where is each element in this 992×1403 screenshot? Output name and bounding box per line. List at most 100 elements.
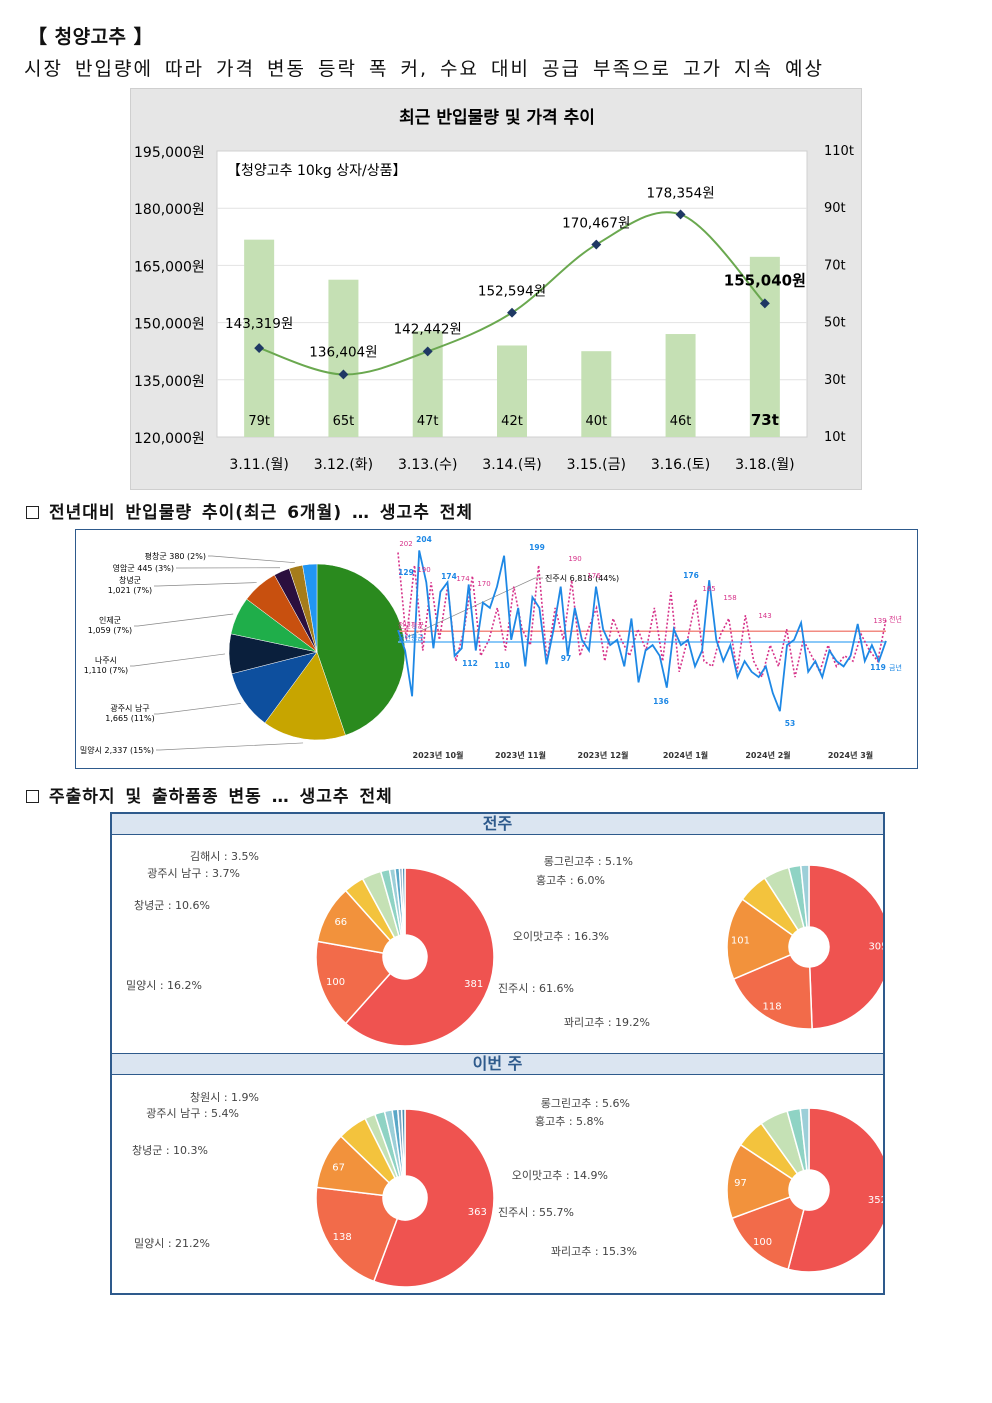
this-year-point-label: 97: [561, 654, 571, 663]
band-this-week: 이번 주: [112, 1053, 883, 1075]
last-year-point-label: 143: [758, 612, 771, 620]
this-year-point-label: 199: [529, 543, 545, 552]
slice-value-label: 66: [334, 917, 347, 928]
volume-bar: [497, 345, 527, 437]
volume-label: 47t: [417, 414, 439, 429]
slice-name-label: 오이맛고추 : 16.3%: [513, 930, 609, 943]
category-label: 3.16.(토): [651, 457, 710, 473]
leader-line: [208, 555, 295, 564]
volume-bar: [749, 256, 780, 437]
shipping-origin-panel: 전주 이번 주 381 100 66 진주시 : 61.6% 밀양시 : 16.2% 창녕…: [110, 812, 885, 1295]
right-tick-label: 10t: [824, 430, 846, 445]
left-tick-label: 120,000원: [134, 431, 205, 447]
left-tick-label: 165,000원: [134, 259, 205, 275]
pie-label: 진주시 6,818 (44%): [545, 573, 619, 583]
slice-value-label: 363: [468, 1207, 487, 1218]
price-label: 155,040원: [724, 271, 806, 289]
volume-bar: [244, 239, 275, 437]
volume-label: 65t: [333, 414, 355, 429]
volume-label: 79t: [248, 414, 270, 429]
this-year-point-label: 174: [441, 572, 457, 581]
volume-trend-svg: 진주시 6,818 (44%) 밀양시 2,337 (15%) 광주시 남구 1,66…: [80, 535, 902, 760]
pie-label: 인제군 1,059 (7%): [88, 615, 132, 635]
slice-value-label: 67: [332, 1162, 345, 1173]
slice-value-label: 101: [731, 935, 750, 946]
price-volume-chart: 최근 반입물량 및 가격 추이 【청양고추 10kg 상자/상품】 195,000원…: [130, 88, 862, 490]
shipping-pie-3-slice: [315, 1186, 399, 1283]
origin-pie-slice: [316, 563, 406, 736]
slice-name-label: 진주시 : 61.6%: [498, 982, 574, 995]
slice-name-label: 꽈리고추 : 15.3%: [551, 1245, 637, 1258]
slice-value-label: 352: [868, 1195, 883, 1206]
page-heading: 【 청양고추 】: [28, 26, 154, 48]
shipping-pie-2-slice: [732, 953, 813, 1030]
section2-title-text: 주출하지 및 출하품종 변동 … 생고추 전체: [49, 787, 393, 807]
category-label: 3.13.(수): [398, 457, 457, 473]
price-label: 142,442원: [394, 321, 462, 337]
pie-label: 밀양시 2,337 (15%): [80, 746, 154, 755]
this-year-point-label: 119: [870, 663, 886, 672]
shipping-pies-svg: 381 100 66 진주시 : 61.6% 밀양시 : 16.2% 창녕군 : 10.6…: [126, 849, 883, 1288]
pie-label: 영암군 445 (3%): [113, 563, 174, 573]
x-axis-label: 2023년 11월: [495, 750, 546, 760]
avg-label: 금년평균: [398, 633, 424, 642]
leader-line: [134, 613, 234, 627]
slice-value-label: 97: [734, 1178, 747, 1189]
price-label: 136,404원: [309, 344, 377, 360]
slice-name-label: 오이맛고추 : 14.9%: [512, 1169, 608, 1182]
price-label: 143,319원: [225, 316, 293, 332]
last-year-point-label: 139: [873, 617, 886, 625]
right-tick-label: 70t: [824, 258, 846, 273]
slice-name-label: 김해시 : 3.5%: [190, 849, 259, 863]
volume-trend-panel: 진주시 6,818 (44%) 밀양시 2,337 (15%) 광주시 남구 1,66…: [75, 529, 918, 769]
left-tick-label: 135,000원: [134, 374, 205, 390]
right-tick-label: 50t: [824, 316, 846, 331]
slice-name-label: 롱그린고추 : 5.1%: [544, 855, 633, 868]
pie-label: 나주시 1,110 (7%): [84, 656, 128, 675]
pie-label: 광주시 남구 1,665 (11%): [105, 703, 154, 723]
chart-subtitle: 【청양고추 10kg 상자/상품】: [227, 163, 406, 179]
last-year-point-label: 176: [587, 572, 601, 580]
this-year-point-label: 129: [398, 568, 414, 577]
slice-name-label: 꽈리고추 : 19.2%: [564, 1016, 650, 1029]
shipping-pie-1-slice: [315, 940, 392, 1025]
slice-value-label: 118: [762, 1001, 781, 1012]
last-year-point-label: 158: [723, 594, 736, 602]
left-tick-label: 150,000원: [134, 317, 205, 333]
price-marker: [422, 346, 433, 357]
volume-label: 42t: [501, 414, 523, 429]
section1-title-text: 전년대비 반입물량 추이(최근 6개월) … 생고추 전체: [49, 503, 474, 523]
this-year-point-label: 110: [494, 661, 510, 670]
left-tick-label: 195,000원: [134, 145, 205, 161]
shipping-pie-2-slice: [799, 864, 810, 928]
category-label: 3.11.(월): [229, 457, 288, 473]
price-marker: [507, 307, 517, 318]
slice-value-label: 138: [333, 1232, 352, 1243]
volume-bar: [581, 351, 612, 437]
series-end-label: 금년: [889, 663, 902, 672]
price-label: 178,354원: [646, 185, 714, 201]
shipping-pie-4-slice: [731, 1195, 805, 1271]
slice-name-label: 창녕군 : 10.6%: [134, 899, 210, 912]
last-year-point-label: 202: [399, 540, 412, 548]
price-marker: [675, 209, 686, 220]
shipping-pie-2-slice: [808, 864, 883, 1030]
slice-value-label: 305: [868, 942, 883, 953]
category-label: 3.14.(목): [482, 457, 541, 473]
slice-name-label: 롱그린고추 : 5.6%: [541, 1097, 630, 1110]
pie-label: 창녕군 1,021 (7%): [108, 576, 152, 595]
leader-line: [407, 577, 543, 638]
slice-name-label: 홍고추 : 6.0%: [536, 873, 605, 887]
category-label: 3.15.(금): [567, 457, 626, 473]
price-marker: [338, 369, 349, 380]
price-marker: [759, 298, 770, 309]
shipping-pie-1-slice: [344, 867, 495, 1047]
shipping-pie-4-slice: [726, 1143, 794, 1220]
section2-title: 주출하지 및 출하품종 변동 … 생고추 전체: [26, 782, 393, 807]
volume-label: 46t: [670, 414, 692, 429]
avg-label: 전년평균: [398, 620, 424, 629]
x-axis-label: 2024년 3월: [828, 750, 873, 760]
band-previous-week: 전주: [112, 813, 883, 835]
last-year-point-label: 170: [477, 580, 490, 588]
category-label: 3.18.(월): [735, 457, 794, 473]
